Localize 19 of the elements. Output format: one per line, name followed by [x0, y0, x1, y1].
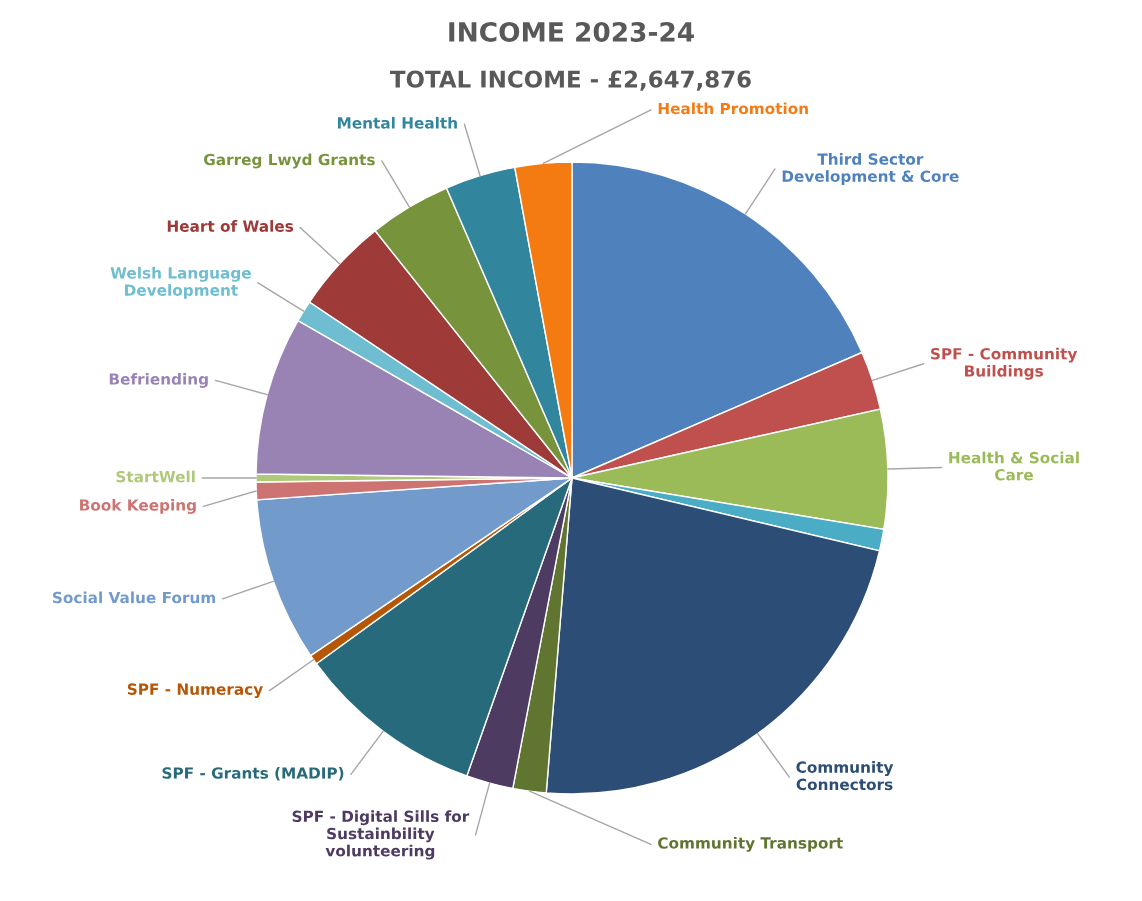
slice-label: Garreg Lwyd Grants	[203, 153, 375, 169]
slice-label: SPF - Numeracy	[127, 683, 263, 698]
slice-label: Social Value Forum	[52, 591, 216, 604]
slice-label: SPF - Grants (MADIP)	[162, 766, 344, 781]
slice-label: Community Connectors	[796, 761, 894, 791]
chart-title: INCOME 2023-24	[449, 21, 694, 42]
slice-label: Befriending	[109, 372, 208, 388]
chart-subtitle: TOTAL INCOME - £2,647,876	[390, 70, 751, 91]
slice-label: SPF - Digital Sills for Sustainbility volunteering	[292, 810, 470, 860]
slice-label: Health & Social Care	[949, 451, 1079, 481]
slice-label: Community Transport	[658, 836, 843, 852]
slice-label: Book Keeping	[80, 498, 196, 514]
slice-label: Mental Health	[338, 116, 457, 129]
slice-label: StartWell	[116, 470, 195, 483]
slice-label: Health Promotion	[658, 102, 808, 115]
slice-label: Heart of Wales	[167, 220, 294, 232]
slice-label: Third Sector Development & Core	[782, 153, 959, 185]
slice-label: Welsh Language Development	[110, 266, 251, 299]
slice-label: SPF - Community Buildings	[931, 347, 1078, 380]
